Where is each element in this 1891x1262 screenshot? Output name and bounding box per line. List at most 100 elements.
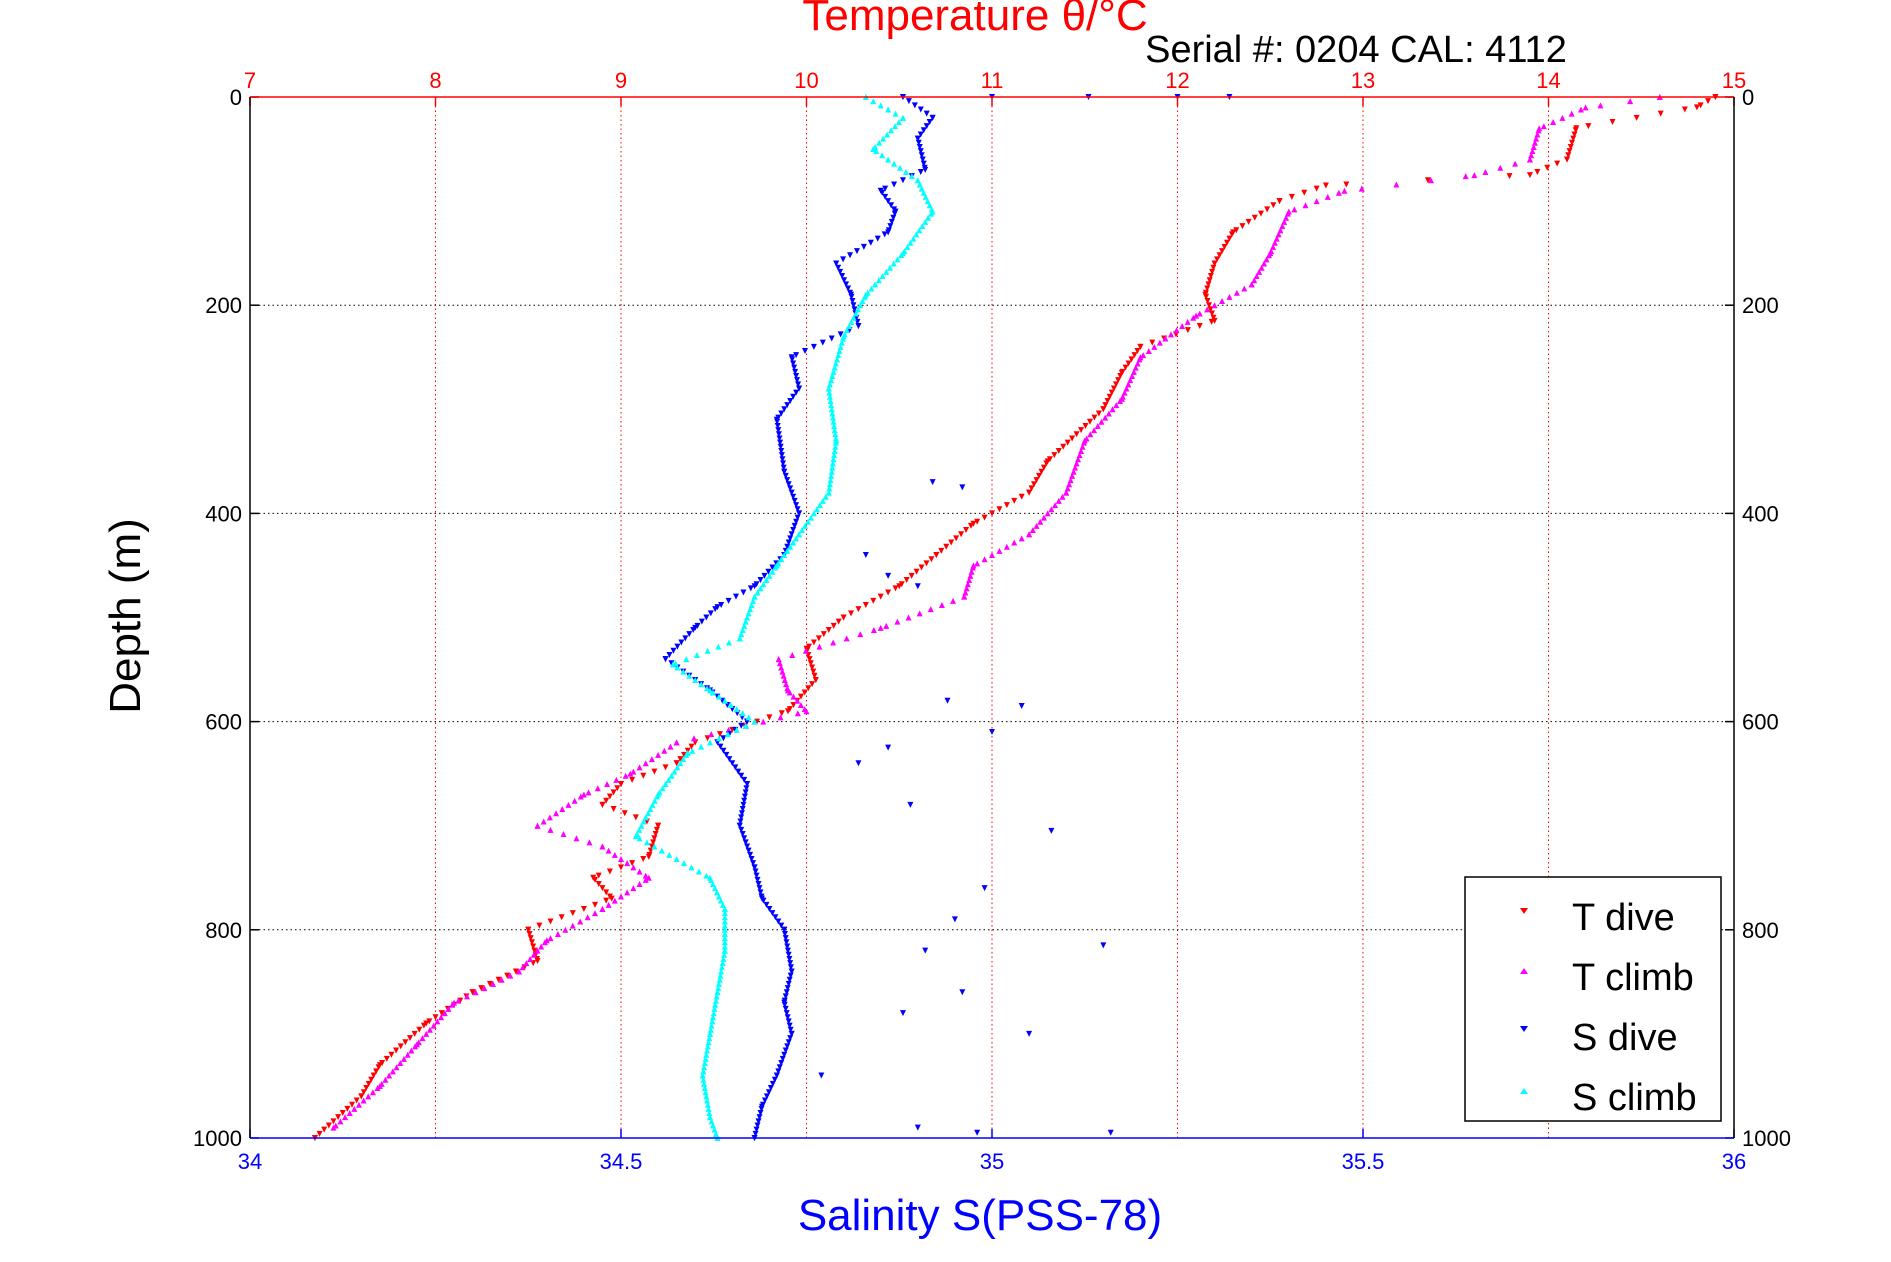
point-t-climb [1550, 118, 1557, 125]
point-s-climb [870, 98, 877, 105]
point-s-dive [917, 148, 924, 155]
point-t-dive [958, 531, 965, 538]
point-s-dive [747, 585, 754, 592]
point-s-dive [714, 604, 721, 611]
point-s-dive [758, 1103, 765, 1110]
point-s-climb [677, 760, 684, 767]
point-s-dive [781, 1051, 788, 1058]
point-t-dive [820, 631, 827, 638]
point-s-dive [741, 793, 748, 800]
point-s-dive [851, 306, 858, 313]
point-t-climb [1037, 518, 1044, 525]
point-t-dive [1003, 502, 1010, 509]
point-s-climb [704, 685, 711, 692]
point-t-dive [402, 1039, 409, 1046]
point-s-climb [920, 189, 927, 196]
point-s-dive [885, 198, 892, 205]
point-s-dive [787, 972, 794, 979]
point-t-climb [916, 610, 923, 617]
point-t-dive [1270, 202, 1277, 209]
point-s-dive [744, 781, 751, 788]
point-t-dive [1134, 348, 1141, 355]
point-s-dive-outlier [855, 760, 862, 767]
point-t-dive [603, 897, 610, 904]
legend-label-t-climb: T climb [1572, 957, 1694, 999]
point-t-dive [1585, 123, 1592, 130]
point-t-climb [365, 1093, 372, 1100]
point-t-climb [1263, 256, 1270, 263]
point-s-climb [721, 905, 728, 912]
point-t-climb [346, 1110, 353, 1117]
point-s-climb [736, 635, 743, 642]
point-t-climb [1059, 493, 1066, 500]
point-s-dive [905, 98, 912, 105]
point-t-dive [528, 939, 535, 946]
point-s-dive [682, 635, 689, 642]
point-s-climb [924, 198, 931, 205]
point-t-climb [996, 547, 1003, 554]
point-t-climb [1137, 354, 1144, 361]
point-s-dive [725, 597, 732, 604]
point-t-dive [536, 922, 543, 929]
point-t-climb [970, 562, 977, 569]
point-s-climb [826, 481, 833, 488]
point-s-climb [885, 156, 892, 163]
legend: T dive T climb S dive S climb [1464, 876, 1722, 1122]
point-s-dive-outlier [922, 947, 929, 954]
legend-item-s-climb: S climb [1520, 1077, 1697, 1119]
point-s-climb [894, 256, 901, 263]
point-s-dive [793, 352, 800, 359]
point-s-dive [787, 1026, 794, 1033]
point-t-climb [1098, 418, 1105, 425]
point-s-dive [761, 1097, 768, 1104]
point-s-climb [721, 951, 728, 958]
legend-marker-s-dive [1520, 1026, 1528, 1032]
point-s-climb [715, 893, 722, 900]
point-s-climb [707, 1026, 714, 1033]
point-s-dive [785, 539, 792, 546]
point-s-climb [721, 922, 728, 929]
point-t-dive [1095, 410, 1102, 417]
point-t-dive [339, 1110, 346, 1117]
point-t-dive [803, 645, 810, 652]
point-t-dive [1223, 239, 1230, 246]
point-s-climb [710, 880, 717, 887]
point-t-dive [1565, 152, 1572, 159]
point-s-climb [751, 718, 758, 725]
point-t-dive [963, 527, 970, 534]
point-s-climb [834, 356, 841, 363]
point-s-dive [772, 914, 779, 921]
point-t-dive [360, 1089, 367, 1096]
point-t-climb [559, 806, 566, 813]
point-t-dive [1207, 273, 1214, 280]
point-s-dive [744, 843, 751, 850]
point-t-dive [801, 689, 808, 696]
point-t-climb [927, 606, 934, 613]
point-s-climb [825, 385, 832, 392]
point-s-climb [908, 173, 915, 180]
temperature-tick-label: 12 [1165, 68, 1189, 93]
point-s-climb [658, 847, 665, 854]
point-s-climb [929, 208, 936, 215]
point-t-dive [1571, 131, 1578, 138]
point-s-climb [712, 997, 719, 1004]
point-s-climb [718, 968, 725, 975]
point-s-climb [704, 1043, 711, 1050]
point-t-dive [1657, 110, 1664, 117]
point-s-climb [822, 493, 829, 500]
point-t-dive [809, 664, 816, 671]
point-s-dive [839, 273, 846, 280]
point-s-dive [742, 789, 749, 796]
point-s-climb [896, 118, 903, 125]
point-s-climb [888, 127, 895, 134]
point-s-climb [692, 676, 699, 683]
legend-label-s-dive: S dive [1572, 1017, 1678, 1059]
point-t-climb [538, 943, 545, 950]
point-s-climb [831, 364, 838, 371]
point-s-climb [636, 835, 643, 842]
point-t-climb [577, 918, 584, 925]
point-s-climb [674, 664, 681, 671]
point-s-dive [738, 814, 745, 821]
point-s-climb [784, 547, 791, 554]
point-t-climb [1291, 206, 1298, 213]
